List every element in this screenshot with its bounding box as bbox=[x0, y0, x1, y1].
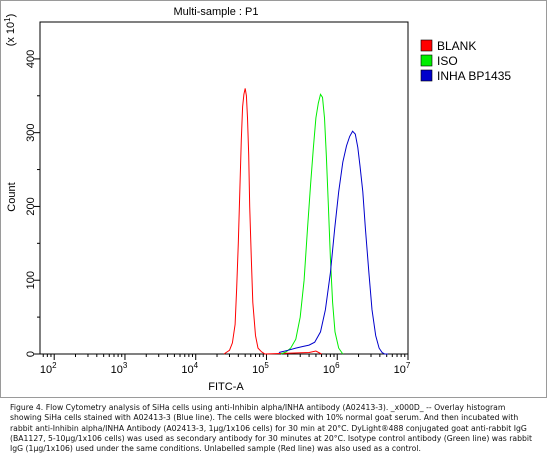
legend-swatch bbox=[420, 54, 433, 67]
figure-caption: Figure 4. Flow Cytometry analysis of SiH… bbox=[10, 403, 533, 454]
legend-swatch bbox=[420, 69, 433, 82]
plot-border bbox=[39, 21, 409, 355]
x-tick-label: 107 bbox=[394, 361, 411, 376]
legend-label: BLANK bbox=[437, 39, 476, 53]
legend-swatch bbox=[420, 39, 433, 52]
legend-label: INHA BP1435 bbox=[437, 69, 511, 83]
x-tick-label: 106 bbox=[323, 361, 340, 376]
x-tick-label: 104 bbox=[181, 361, 198, 376]
y-axis-multiplier: (x 101) bbox=[3, 14, 17, 47]
legend-label: ISO bbox=[437, 54, 458, 68]
y-tick-label: 300 bbox=[25, 123, 37, 141]
chart-title: Multi-sample : P1 bbox=[174, 6, 259, 18]
x-tick-label: 102 bbox=[40, 361, 57, 376]
y-tick-label: 200 bbox=[25, 197, 37, 215]
y-tick-label: 400 bbox=[25, 50, 37, 68]
chart-marks: 102 103 104 105 106 107 0 100 200 300 400 bbox=[25, 50, 411, 376]
plot-area bbox=[39, 21, 409, 355]
y-tick-label: 100 bbox=[25, 271, 37, 289]
series-line-3 bbox=[278, 130, 388, 355]
y-axis-label: Count bbox=[6, 182, 18, 211]
flow-cytometry-histogram: Multi-sample : P1 102 103 104 105 106 107 0 100… bbox=[3, 6, 511, 393]
x-tick-label: 103 bbox=[111, 361, 128, 376]
x-axis-label: FITC-A bbox=[208, 381, 244, 393]
x-tick-label: 105 bbox=[252, 361, 269, 376]
series-line-2 bbox=[280, 93, 344, 355]
y-tick-label: 0 bbox=[25, 351, 37, 357]
series-line-1 bbox=[223, 88, 322, 355]
